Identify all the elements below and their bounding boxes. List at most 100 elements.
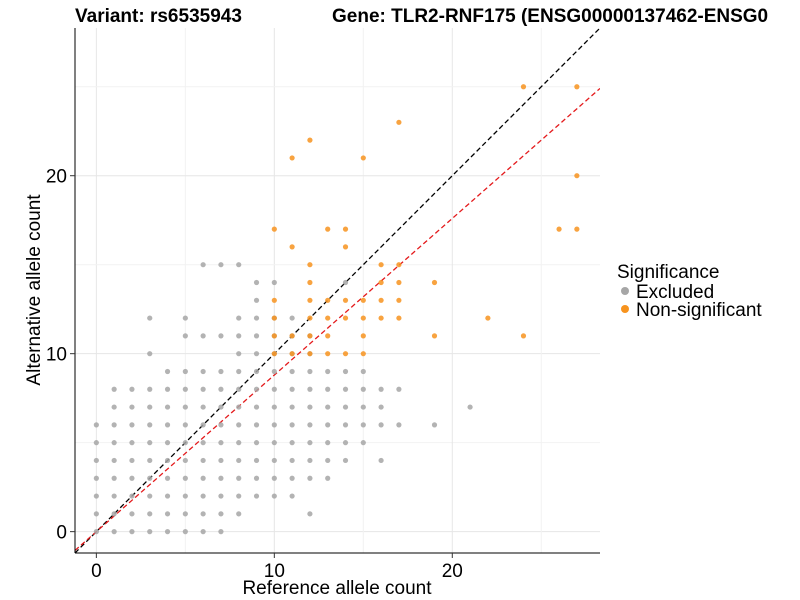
point-excluded [129, 529, 135, 535]
point-non-significant [378, 315, 384, 321]
point-non-significant [289, 333, 295, 339]
point-excluded [307, 386, 313, 392]
point-excluded [325, 475, 331, 481]
point-non-significant [574, 173, 580, 179]
point-non-significant [378, 279, 384, 286]
point-excluded [218, 368, 224, 375]
point-excluded [111, 404, 117, 410]
point-non-significant [360, 351, 366, 357]
point-excluded [342, 386, 349, 392]
point-excluded [342, 422, 349, 428]
point-excluded [93, 511, 99, 517]
point-non-significant [325, 315, 331, 321]
point-excluded [182, 315, 188, 321]
point-excluded [129, 457, 135, 464]
point-excluded [93, 422, 99, 428]
point-excluded [253, 475, 260, 481]
point-excluded [307, 440, 313, 446]
point-excluded [147, 404, 153, 410]
point-excluded [236, 404, 242, 410]
point-non-significant [342, 244, 349, 250]
point-excluded [253, 351, 260, 357]
point-excluded [218, 386, 224, 392]
point-excluded [236, 440, 242, 446]
point-non-significant [271, 226, 277, 232]
y-axis-label: Alternative allele count [24, 194, 45, 386]
point-excluded [253, 457, 260, 464]
point-non-significant [360, 315, 366, 321]
point-excluded [325, 368, 331, 375]
point-non-significant [396, 315, 402, 321]
point-excluded [342, 404, 349, 410]
point-non-significant [378, 297, 384, 303]
point-non-significant [520, 333, 527, 339]
point-non-significant [307, 315, 313, 321]
point-non-significant [271, 333, 277, 339]
point-excluded [360, 440, 366, 446]
point-non-significant [307, 279, 313, 286]
point-excluded [236, 386, 242, 392]
point-excluded [93, 475, 99, 481]
x-tick-label: 0 [91, 561, 102, 582]
point-excluded [271, 475, 277, 481]
point-excluded [253, 333, 260, 339]
point-non-significant [342, 297, 349, 303]
point-excluded [200, 475, 206, 481]
point-excluded [111, 475, 117, 481]
point-excluded [325, 440, 331, 446]
fitted-line [75, 87, 600, 551]
point-excluded [218, 493, 224, 499]
point-excluded [218, 475, 224, 481]
y-tick-label: 10 [46, 345, 67, 366]
point-excluded [129, 422, 135, 428]
point-excluded [182, 422, 188, 428]
point-excluded [129, 493, 135, 499]
point-non-significant [574, 84, 580, 90]
point-excluded [236, 457, 242, 464]
point-excluded [111, 493, 117, 499]
point-excluded [111, 386, 117, 392]
point-excluded [325, 422, 331, 428]
point-excluded [378, 404, 384, 410]
point-non-significant [360, 155, 366, 161]
point-excluded [253, 315, 260, 321]
point-excluded [164, 368, 171, 375]
point-excluded [182, 493, 188, 499]
reference-lines [75, 28, 600, 553]
point-excluded [164, 511, 171, 517]
point-excluded [200, 404, 206, 410]
point-excluded [111, 457, 117, 464]
point-non-significant [360, 297, 366, 303]
point-non-significant [307, 297, 313, 303]
point-excluded [378, 386, 384, 392]
point-excluded [467, 404, 473, 410]
point-non-significant [342, 315, 349, 321]
point-excluded [164, 422, 171, 428]
point-excluded [164, 386, 171, 392]
x-axis-label: Reference allele count [242, 578, 432, 599]
point-excluded [325, 386, 331, 392]
point-non-significant [556, 226, 562, 232]
point-excluded [182, 440, 188, 446]
point-excluded [182, 457, 188, 464]
point-non-significant [342, 351, 349, 357]
point-excluded [253, 386, 260, 392]
point-excluded [289, 315, 295, 321]
point-excluded [271, 404, 277, 410]
point-excluded [147, 351, 153, 357]
point-non-significant [360, 333, 366, 339]
point-non-significant [307, 262, 313, 268]
point-excluded [182, 368, 188, 375]
point-excluded [218, 422, 224, 428]
point-excluded [271, 457, 277, 464]
point-excluded [147, 457, 153, 464]
point-excluded [147, 529, 153, 535]
point-excluded [200, 422, 206, 428]
point-excluded [218, 511, 224, 517]
point-excluded [129, 475, 135, 481]
point-excluded [200, 529, 206, 535]
point-excluded [200, 457, 206, 464]
point-excluded [218, 529, 224, 535]
point-excluded [236, 333, 242, 339]
point-excluded [147, 422, 153, 428]
